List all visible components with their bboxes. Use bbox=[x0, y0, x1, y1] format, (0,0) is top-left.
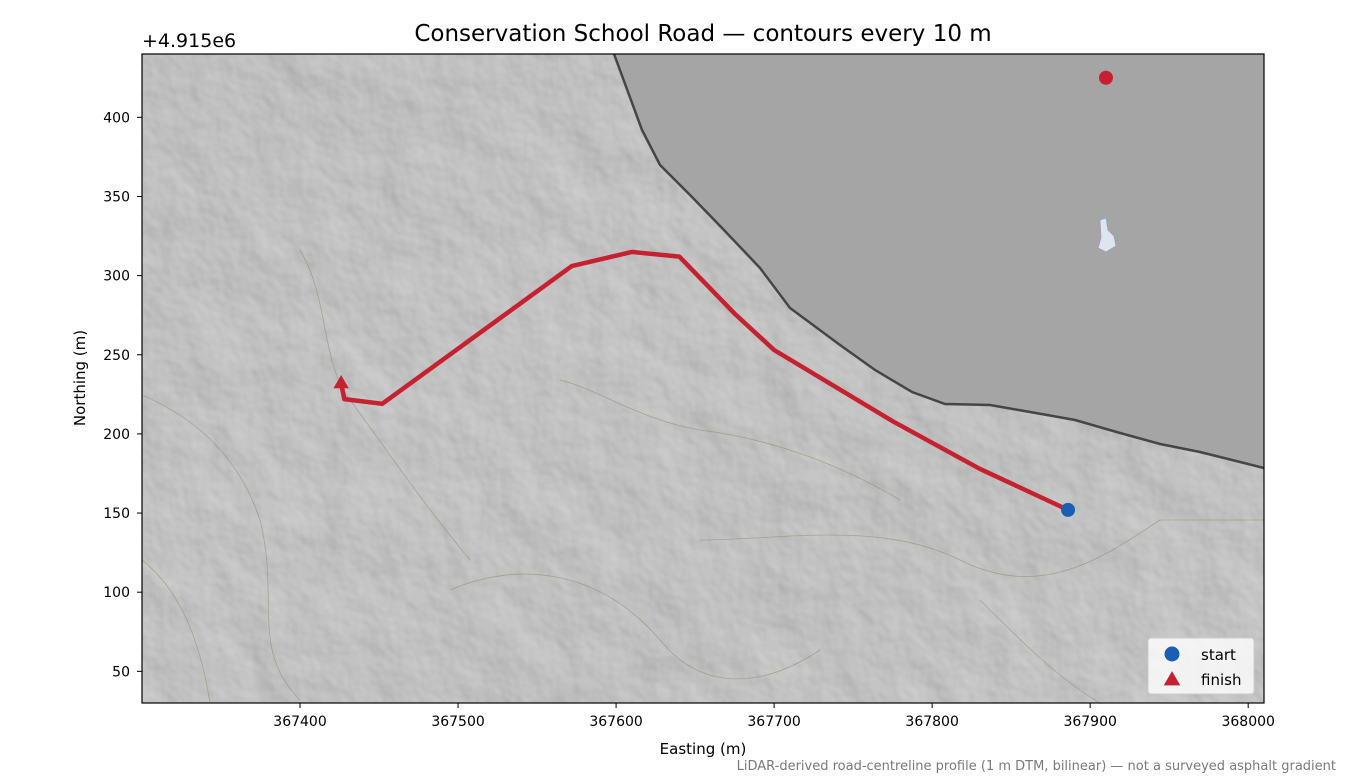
legend-finish-label: finish bbox=[1201, 671, 1241, 689]
legend-finish-symbol bbox=[1163, 671, 1181, 686]
island-feature bbox=[1097, 217, 1117, 253]
caption: LiDAR-derived road-centreline profile (1… bbox=[737, 759, 1336, 774]
y-tick-label: 200 bbox=[103, 427, 130, 443]
start-marker bbox=[1061, 502, 1076, 517]
x-tick-label: 367500 bbox=[431, 714, 484, 730]
x-tick-label: 367900 bbox=[1063, 714, 1116, 730]
legend-start-label: start bbox=[1201, 646, 1236, 664]
x-tick-label: 367600 bbox=[589, 714, 642, 730]
point-marker bbox=[1098, 70, 1113, 85]
y-tick-label: 350 bbox=[103, 189, 130, 205]
x-tick-label: 368000 bbox=[1221, 714, 1274, 730]
y-tick-label: 400 bbox=[103, 110, 130, 126]
water-area bbox=[614, 54, 1264, 468]
x-axis-label: Easting (m) bbox=[660, 740, 747, 758]
plot-frame bbox=[141, 53, 1265, 704]
legend: start finish bbox=[1147, 637, 1255, 695]
legend-start-symbol bbox=[1164, 646, 1180, 662]
plot-area bbox=[142, 54, 1264, 703]
x-tick-label: 367700 bbox=[747, 714, 800, 730]
y-tick-label: 250 bbox=[103, 348, 130, 364]
contour-lines bbox=[142, 249, 1264, 703]
chart-title: Conservation School Road — contours ever… bbox=[414, 21, 991, 47]
shoreline bbox=[612, 54, 1264, 470]
y-axis-label: Northing (m) bbox=[71, 330, 89, 426]
axis-ticks: 367400 367500 367600 367700 367800 367900 3680… bbox=[103, 110, 1275, 730]
route-line bbox=[338, 249, 1071, 513]
finish-marker bbox=[333, 375, 349, 389]
y-offset-label: +4.915e6 bbox=[142, 30, 236, 52]
y-tick-label: 150 bbox=[103, 506, 130, 522]
y-tick-label: 50 bbox=[112, 664, 130, 680]
x-tick-label: 367800 bbox=[905, 714, 958, 730]
y-tick-label: 300 bbox=[103, 269, 130, 285]
data-layer bbox=[333, 70, 1113, 517]
x-tick-label: 367400 bbox=[273, 714, 326, 730]
y-tick-label: 100 bbox=[103, 585, 130, 601]
